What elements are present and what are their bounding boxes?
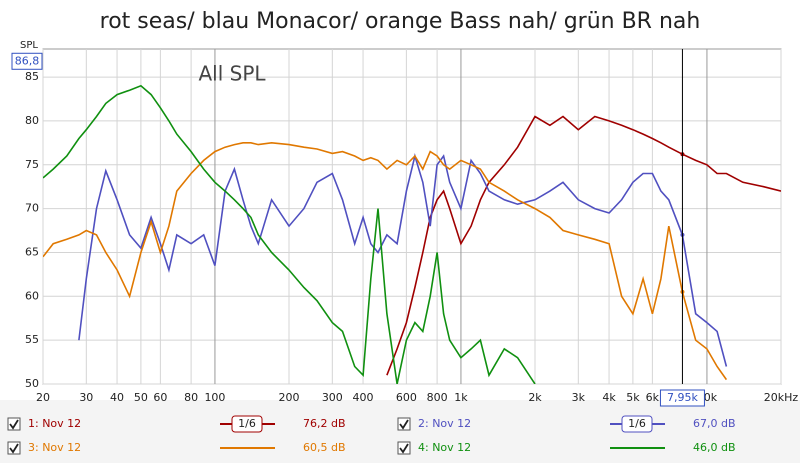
x-tick-label: 6k — [646, 391, 660, 404]
smoothing-box[interactable] — [231, 415, 263, 433]
y-tick-label: 75 — [25, 158, 39, 171]
legend-label: 3: Nov 12 — [28, 441, 81, 454]
cursor-x-box — [659, 389, 705, 407]
plot-lines — [43, 84, 781, 384]
checkmark — [9, 443, 19, 454]
smoothing-label: 1/6 — [238, 417, 256, 430]
legend-checkbox[interactable] — [7, 441, 21, 455]
legend-checkbox[interactable] — [397, 441, 411, 455]
x-tick-label: 300 — [322, 391, 343, 404]
legend-value: 46,0 dB — [693, 441, 736, 454]
legend-label: 1: Nov 12 — [28, 417, 81, 430]
cursor-x-label: 7,95k — [667, 391, 698, 404]
cursor-y-label: 86,8 — [15, 54, 40, 67]
x-tick-label: 2k — [528, 391, 542, 404]
y-tick-label: 85 — [25, 70, 39, 83]
checkmark — [399, 419, 409, 430]
checkmark — [399, 443, 409, 454]
x-tick-label: 3k — [572, 391, 586, 404]
x-tick-label: 600 — [396, 391, 417, 404]
legend-label: 2: Nov 12 — [418, 417, 471, 430]
checkmark — [9, 419, 19, 430]
x-tick-label: 60 — [153, 391, 167, 404]
x-tick-label: 30 — [79, 391, 93, 404]
series-line — [43, 141, 728, 381]
legend-value: 76,2 dB — [303, 417, 346, 430]
legend-checkbox[interactable] — [397, 417, 411, 431]
series-line — [43, 84, 536, 384]
x-tick-label: 400 — [353, 391, 374, 404]
legend-label: 4: Nov 12 — [418, 441, 471, 454]
y-tick-label: 60 — [25, 289, 39, 302]
chart-title: rot seas/ blau Monacor/ orange Bass nah/… — [100, 9, 701, 34]
x-tick-label: 50 — [134, 391, 148, 404]
y-tick-label: 55 — [25, 333, 39, 346]
x-tick-label: 4k — [602, 391, 616, 404]
x-tick-label: 40 — [110, 391, 124, 404]
series-line — [78, 152, 728, 367]
x-tick-label: 100 — [204, 391, 225, 404]
legend-checkbox[interactable] — [7, 417, 21, 431]
x-tick-label: 5k — [626, 391, 640, 404]
y-tick-label: 70 — [25, 202, 39, 215]
grid — [42, 49, 782, 385]
series-line — [386, 115, 781, 376]
x-tick-label: 200 — [279, 391, 300, 404]
x-tick-label: 80 — [184, 391, 198, 404]
smoothing-label: 1/6 — [628, 417, 646, 430]
legend-value: 67,0 dB — [693, 417, 736, 430]
x-tick-label: 20kHz — [764, 391, 799, 404]
x-tick-label: 1k — [454, 391, 468, 404]
y-tick-label: 50 — [25, 377, 39, 390]
y-tick-label: 65 — [25, 245, 39, 258]
cursor-y-box — [11, 52, 43, 70]
x-tick-label: 20 — [36, 391, 50, 404]
annotation: All SPL — [198, 62, 266, 86]
x-tick-label: 800 — [427, 391, 448, 404]
smoothing-box[interactable] — [621, 415, 653, 433]
y-tick-label: 80 — [25, 114, 39, 127]
legend-value: 60,5 dB — [303, 441, 346, 454]
y-axis-label: SPL — [20, 40, 38, 51]
